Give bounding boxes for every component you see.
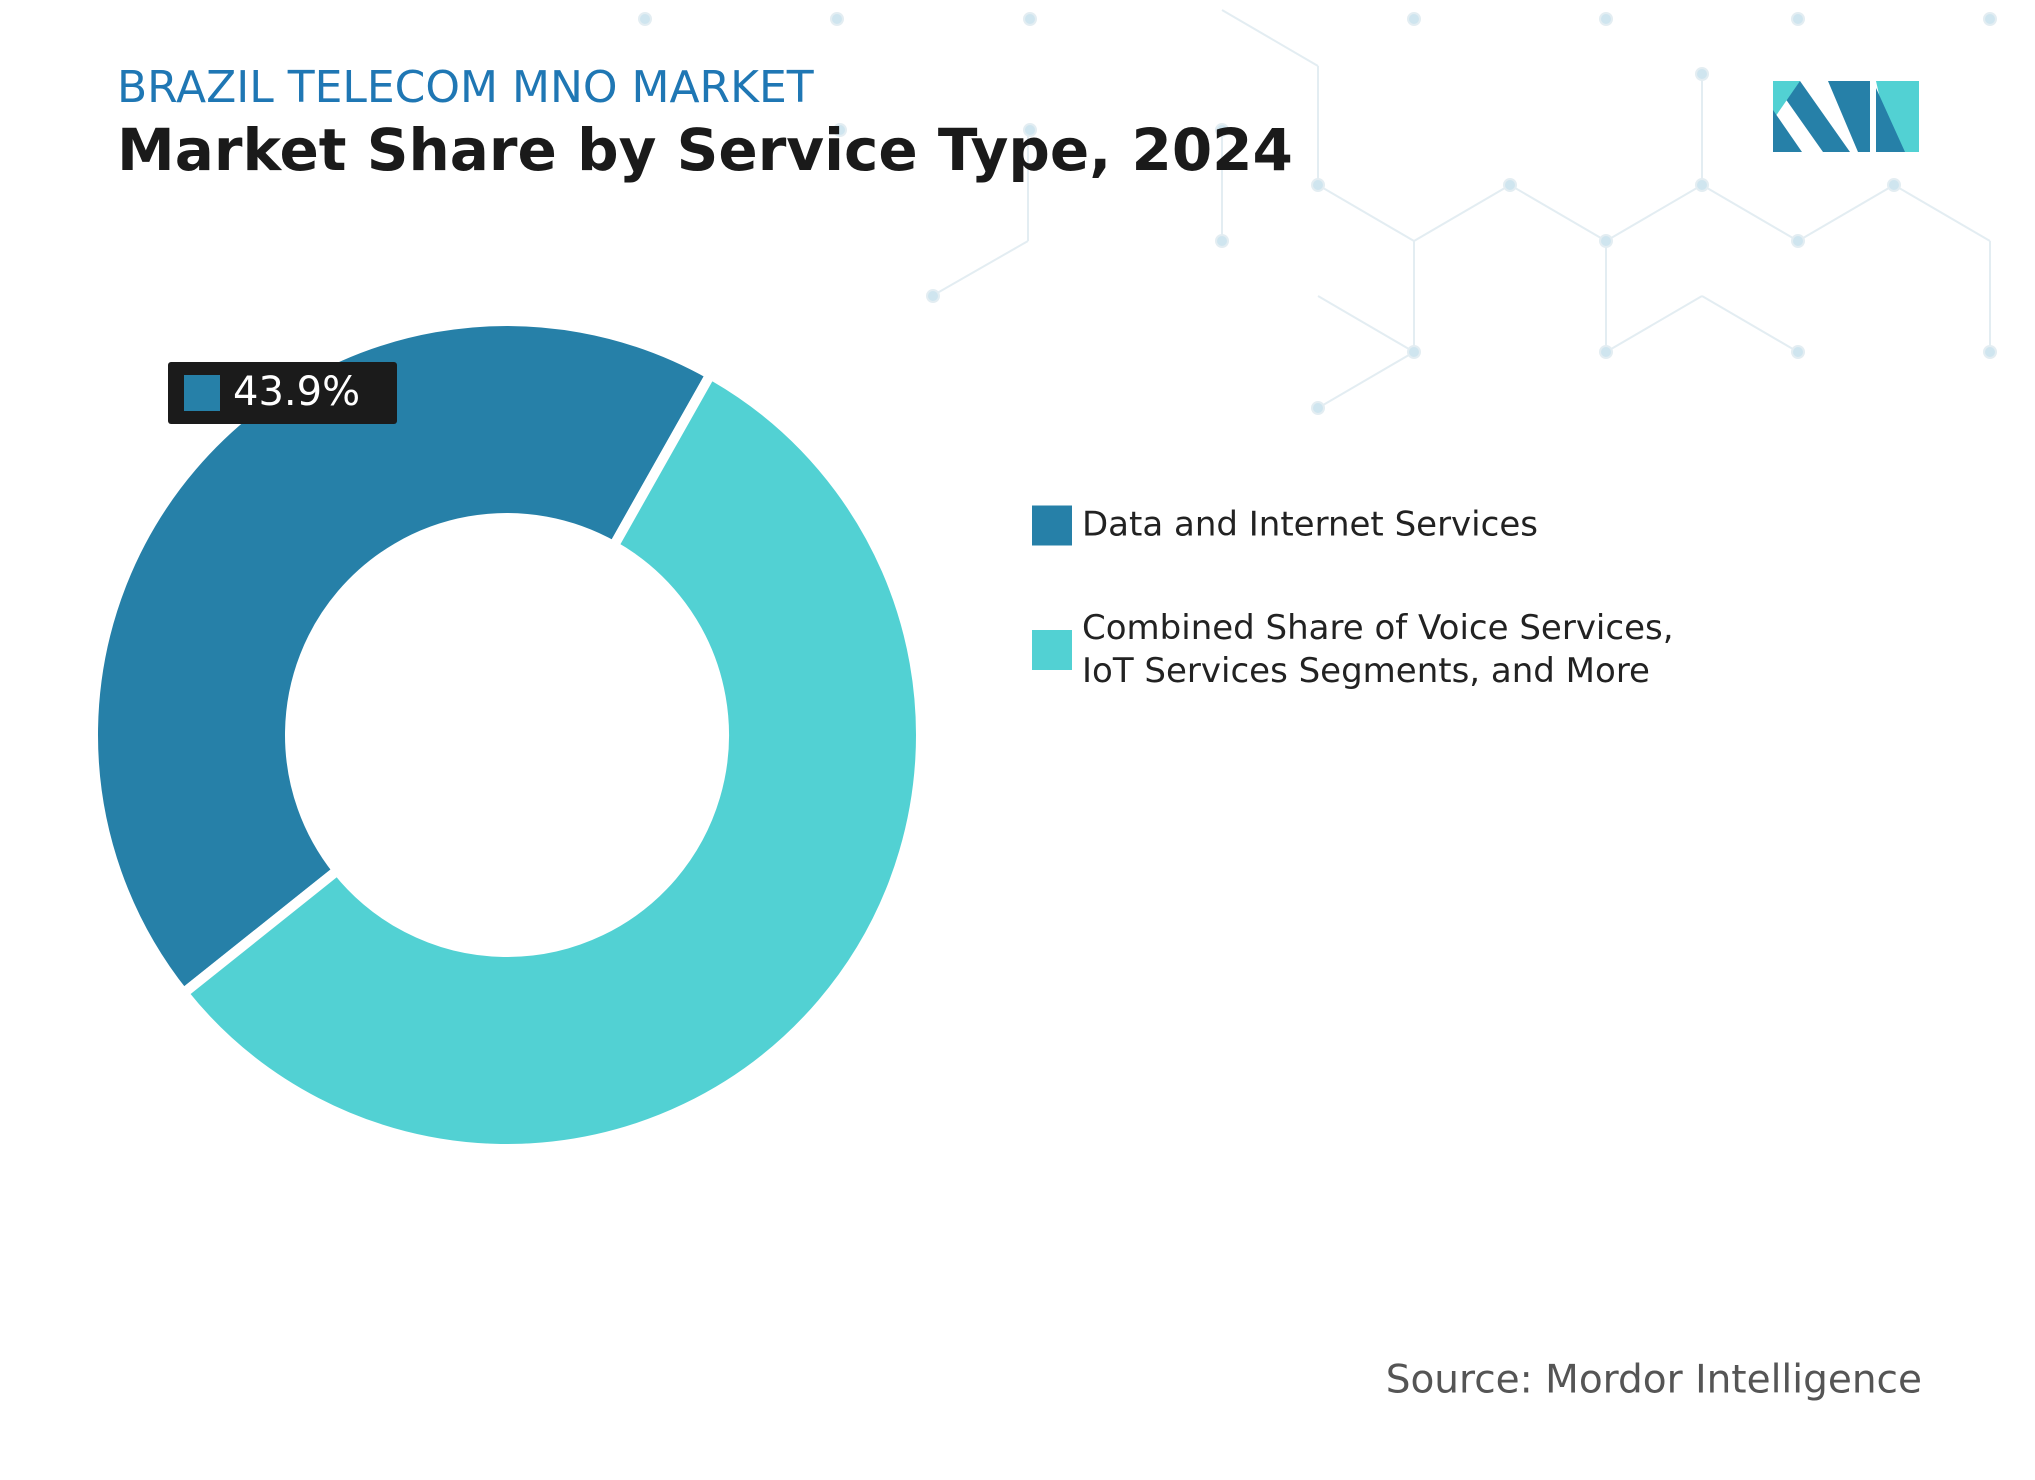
legend-swatch <box>1032 505 1072 545</box>
legend-item: Data and Internet Services <box>1032 504 1682 547</box>
legend-label: Data and Internet Services <box>1082 504 1538 545</box>
value-label-text: 43.9% <box>233 369 360 415</box>
chart-title: Market Share by Service Type, 2024 <box>117 116 1293 184</box>
value-label-swatch <box>184 375 220 411</box>
value-label: 43.9% <box>168 362 397 424</box>
legend-label: Combined Share of Voice Services, IoT Se… <box>1082 608 1674 691</box>
legend-item: Combined Share of Voice Services, IoT Se… <box>1032 607 1682 693</box>
logo <box>1773 81 1919 152</box>
legend-swatch <box>1032 630 1072 670</box>
donut-slice <box>88 316 716 999</box>
background-pattern <box>638 9 1997 415</box>
donut-slice <box>178 369 926 1154</box>
supertitle: BRAZIL TELECOM MNO MARKET <box>117 62 814 113</box>
value-label-box <box>168 362 397 424</box>
source: Source: Mordor Intelligence <box>1386 1358 1922 1403</box>
